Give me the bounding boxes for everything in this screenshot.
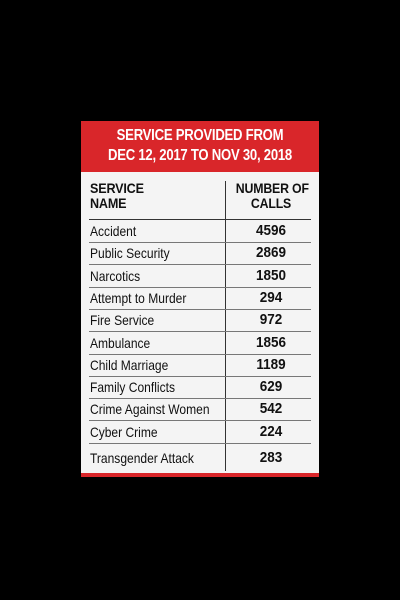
column-header-calls-line-2: CALLS (250, 195, 292, 211)
table-row: Crime Against Women 542 (81, 399, 319, 422)
service-name: Fire Service (90, 312, 155, 329)
table-row: Ambulance 1856 (81, 333, 319, 355)
service-name: Public Security (90, 245, 170, 262)
call-count: 1189 (256, 355, 286, 373)
table-row: Attempt to Murder 294 (81, 288, 319, 310)
row-divider (89, 286, 311, 288)
row-divider (89, 264, 311, 266)
column-header-service-line-1: SERVICE (90, 180, 144, 196)
table-row: Child Marriage 1189 (81, 355, 319, 377)
service-name: Ambulance (90, 334, 151, 351)
column-header-service: SERVICE NAME (90, 181, 144, 211)
column-header-calls: NUMBER OF CALLS (235, 180, 309, 211)
row-divider (89, 442, 311, 444)
title-line-1: SERVICE PROVIDED FROM (116, 127, 284, 144)
table-row: Cyber Crime 224 (81, 422, 319, 444)
service-name: Family Conflicts (90, 379, 175, 396)
footer-bar (81, 473, 319, 477)
column-header-service-line-2: NAME (90, 195, 127, 211)
service-name: Crime Against Women (90, 401, 210, 418)
table-row: Public Security 2869 (81, 243, 319, 266)
table-row: Family Conflicts 629 (81, 377, 319, 400)
column-header-calls-line-1: NUMBER OF (235, 180, 309, 196)
table-row: Fire Service 972 (81, 310, 319, 333)
call-count: 1856 (255, 333, 287, 351)
call-count: 294 (259, 288, 283, 306)
header-underline (89, 219, 311, 220)
service-name: Child Marriage (90, 356, 169, 373)
column-divider (225, 181, 226, 471)
service-name: Attempt to Murder (90, 289, 187, 306)
call-count: 1850 (255, 266, 287, 284)
call-count: 629 (259, 378, 283, 396)
call-count: 542 (259, 400, 283, 418)
row-divider (89, 398, 311, 400)
row-divider (89, 353, 311, 355)
call-count: 4596 (255, 222, 287, 239)
table-row: Transgender Attack 283 (81, 448, 319, 470)
row-divider (89, 242, 311, 243)
row-divider (89, 375, 311, 377)
table-card: SERVICE PROVIDED FROM DEC 12, 2017 TO NO… (81, 121, 319, 477)
row-divider (89, 308, 311, 310)
row-divider (89, 420, 311, 422)
call-count: 2869 (255, 244, 287, 262)
service-name: Narcotics (90, 267, 141, 284)
call-count: 224 (259, 422, 283, 440)
call-count: 283 (259, 449, 283, 466)
call-count: 972 (259, 311, 283, 329)
service-name: Cyber Crime (90, 423, 158, 440)
service-name: Transgender Attack (90, 450, 194, 466)
table-title: SERVICE PROVIDED FROM DEC 12, 2017 TO NO… (81, 121, 319, 172)
table-row: Narcotics 1850 (81, 266, 319, 288)
service-name: Accident (90, 223, 137, 239)
row-divider (89, 331, 311, 333)
table-row: Accident 4596 (81, 221, 319, 243)
title-line-2: DEC 12, 2017 TO NOV 30, 2018 (108, 147, 292, 164)
